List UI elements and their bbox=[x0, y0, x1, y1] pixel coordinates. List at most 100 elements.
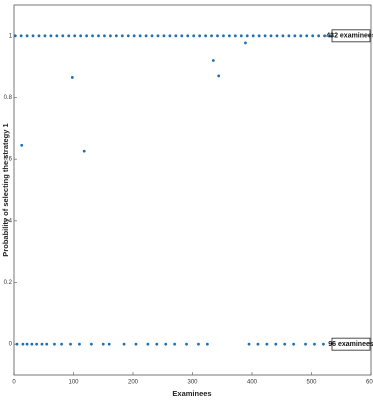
x-tick-label: 500 bbox=[306, 380, 317, 386]
point bbox=[186, 34, 190, 38]
y-tick-label: 0.2 bbox=[4, 280, 13, 286]
point bbox=[185, 342, 188, 346]
point bbox=[162, 34, 166, 38]
point bbox=[15, 342, 19, 346]
point bbox=[317, 34, 321, 38]
point bbox=[256, 342, 260, 346]
point bbox=[132, 34, 136, 38]
point bbox=[269, 34, 273, 38]
annotation: 432 examinees bbox=[326, 33, 373, 40]
point bbox=[49, 34, 53, 38]
point bbox=[292, 342, 296, 346]
point bbox=[79, 34, 83, 38]
point bbox=[275, 34, 279, 38]
point bbox=[281, 34, 285, 38]
point bbox=[173, 342, 177, 346]
point bbox=[31, 34, 35, 38]
point bbox=[257, 34, 261, 38]
point bbox=[78, 342, 81, 346]
point bbox=[67, 34, 71, 38]
point bbox=[227, 34, 231, 38]
point bbox=[222, 34, 225, 38]
point bbox=[168, 34, 172, 38]
point bbox=[61, 34, 65, 38]
point bbox=[211, 59, 215, 62]
point bbox=[251, 34, 255, 38]
point bbox=[155, 342, 159, 346]
point bbox=[305, 34, 309, 38]
point bbox=[304, 342, 307, 346]
point bbox=[245, 34, 249, 38]
point bbox=[43, 34, 47, 38]
annotation-box bbox=[331, 29, 371, 43]
point bbox=[114, 34, 118, 38]
point bbox=[233, 34, 237, 38]
point bbox=[19, 34, 23, 38]
point bbox=[204, 34, 207, 38]
x-tick-label: 0 bbox=[12, 380, 16, 386]
point bbox=[122, 342, 126, 346]
point bbox=[55, 34, 59, 38]
y-tick-label: 0.4 bbox=[4, 218, 13, 224]
point bbox=[126, 34, 130, 38]
point bbox=[20, 143, 24, 147]
point bbox=[53, 342, 56, 346]
point bbox=[197, 342, 200, 346]
point bbox=[198, 34, 202, 38]
annotation-box bbox=[331, 337, 371, 351]
point bbox=[216, 34, 219, 38]
point bbox=[40, 342, 44, 346]
point bbox=[25, 342, 29, 346]
x-tick-label: 100 bbox=[68, 380, 79, 386]
point bbox=[21, 342, 25, 346]
point bbox=[210, 34, 213, 38]
point bbox=[150, 34, 154, 38]
point bbox=[287, 34, 291, 38]
point bbox=[45, 342, 49, 346]
point bbox=[329, 34, 332, 38]
point bbox=[144, 34, 148, 38]
point bbox=[283, 342, 287, 346]
point bbox=[73, 34, 77, 38]
point bbox=[69, 342, 72, 346]
y-axis-title: Probability of selecting the strategy 1 bbox=[1, 123, 10, 256]
point bbox=[101, 342, 105, 346]
point bbox=[293, 34, 297, 38]
y-tick-label: 1 bbox=[9, 33, 13, 39]
point bbox=[192, 34, 196, 38]
point bbox=[205, 342, 209, 346]
point bbox=[138, 34, 142, 38]
point bbox=[103, 34, 106, 38]
x-axis-title: Examinees bbox=[172, 389, 211, 398]
point bbox=[35, 342, 39, 346]
point bbox=[134, 342, 138, 346]
point bbox=[274, 342, 278, 346]
y-tick-label: 0.6 bbox=[4, 157, 13, 163]
x-tick-label: 600 bbox=[366, 380, 373, 386]
point bbox=[85, 34, 88, 38]
point bbox=[299, 34, 303, 38]
point bbox=[247, 342, 251, 346]
point bbox=[120, 34, 124, 38]
point bbox=[217, 74, 221, 78]
point bbox=[265, 342, 269, 346]
point bbox=[82, 149, 86, 153]
point bbox=[13, 34, 17, 38]
point bbox=[263, 34, 267, 38]
point bbox=[91, 34, 94, 38]
point bbox=[323, 34, 326, 38]
point bbox=[313, 342, 316, 346]
x-tick-label: 400 bbox=[247, 380, 258, 386]
point bbox=[60, 342, 63, 346]
point bbox=[156, 34, 160, 38]
point bbox=[25, 34, 29, 38]
point bbox=[30, 342, 34, 346]
point bbox=[70, 76, 74, 79]
point bbox=[107, 342, 111, 346]
point bbox=[174, 34, 178, 38]
point bbox=[97, 34, 100, 38]
x-tick-label: 200 bbox=[128, 380, 139, 386]
point bbox=[89, 342, 93, 346]
